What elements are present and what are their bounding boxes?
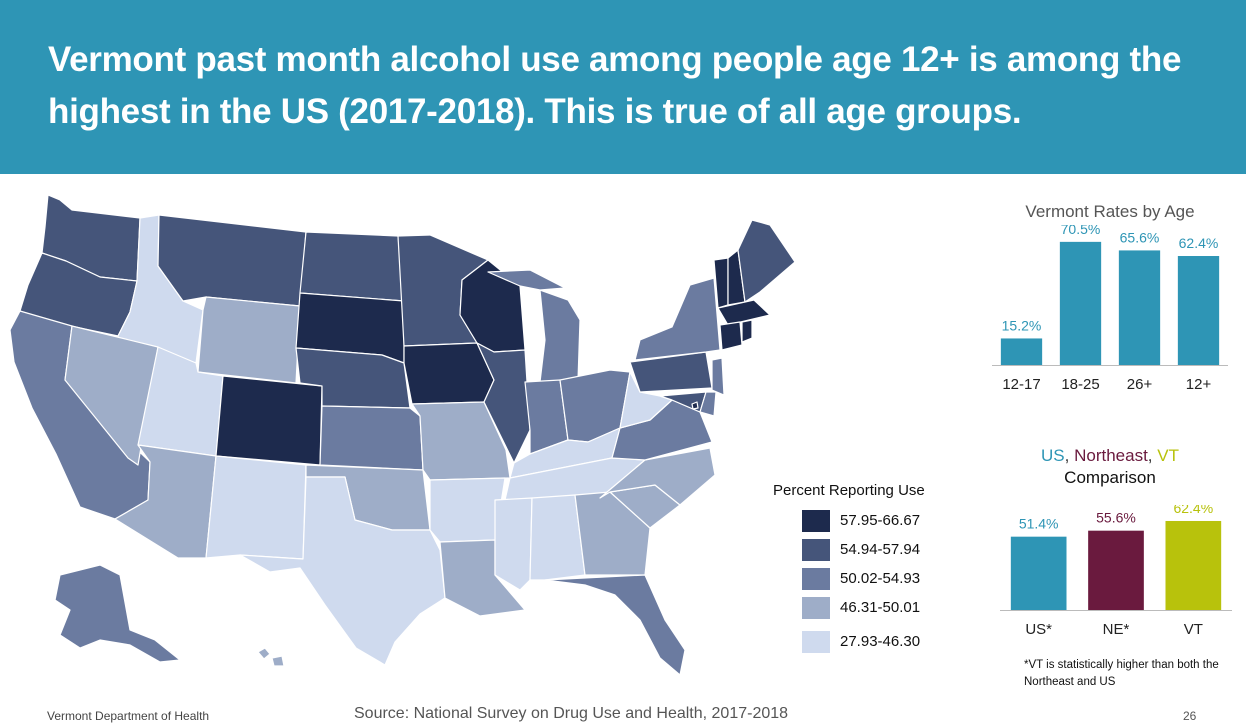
state-MS — [494, 497, 533, 591]
state-NV — [64, 325, 159, 466]
state-NY — [634, 277, 721, 361]
legend-swatch — [802, 539, 830, 561]
bar — [1010, 536, 1067, 610]
data-label: 51.4% — [1019, 516, 1059, 532]
state-GA — [574, 491, 651, 576]
state-MA — [717, 299, 771, 326]
category-label: 12+ — [1186, 376, 1212, 393]
category-label: 12-17 — [1002, 376, 1040, 393]
bar — [1000, 338, 1043, 365]
category-label: 18-25 — [1061, 376, 1099, 393]
state-DE — [699, 391, 717, 417]
category-label: NE* — [1103, 621, 1130, 638]
title-vt: VT — [1157, 446, 1179, 465]
state-MT — [157, 214, 307, 307]
legend-label: 46.31-50.01 — [840, 599, 921, 616]
footnote: *VT is statistically higher than both th… — [1024, 659, 1219, 688]
comparison-bar-chart: 51.4% US* 55.6% NE* 62.4% VT — [1000, 505, 1232, 638]
state-HI-2 — [271, 655, 285, 667]
state-MI-upper — [487, 269, 566, 291]
state-KS — [319, 405, 424, 471]
state-MI — [539, 289, 581, 383]
data-label: 62.4% — [1173, 505, 1213, 516]
age-chart-title: Vermont Rates by Age — [1025, 202, 1195, 221]
bar — [1118, 250, 1161, 365]
data-label: 15.2% — [1002, 317, 1042, 333]
state-WY — [197, 296, 301, 384]
data-label: 65.6% — [1120, 229, 1160, 245]
data-label: 70.5% — [1061, 225, 1101, 237]
legend-title: Percent Reporting Use — [773, 482, 925, 499]
state-NC — [599, 447, 716, 506]
legend-label: 27.93-46.30 — [840, 633, 921, 650]
title-line2: Comparison — [1064, 468, 1156, 487]
bar — [1177, 256, 1220, 365]
bar — [1088, 530, 1144, 610]
state-ME — [737, 219, 796, 303]
legend-swatch — [802, 568, 830, 590]
state-ND — [299, 231, 405, 302]
legend-label: 50.02-54.93 — [840, 570, 921, 587]
data-label: 55.6% — [1096, 510, 1136, 526]
state-FL — [544, 574, 686, 676]
comparison-chart-title: US, Northeast, VT Comparison — [1000, 446, 1220, 488]
legend-swatch — [802, 597, 830, 619]
state-HI — [257, 647, 271, 660]
title-us: US — [1041, 446, 1065, 465]
legend-swatch — [802, 510, 830, 532]
page-title: Vermont past month alcohol use among peo… — [48, 40, 1182, 131]
state-IA — [403, 342, 495, 405]
category-label: VT — [1184, 621, 1203, 638]
title-banner: Vermont past month alcohol use among peo… — [0, 0, 1246, 174]
state-AL — [529, 494, 586, 581]
category-label: US* — [1025, 621, 1052, 638]
state-AR — [429, 477, 506, 543]
department-label: Vermont Department of Health — [47, 709, 210, 723]
age-bar-chart: 15.2% 12-17 70.5% 18-25 65.6% 26+ 62.4% 12+ — [992, 225, 1228, 393]
legend-label: 54.94-57.94 — [840, 541, 921, 558]
map-svg — [9, 194, 796, 676]
source-label: Source: National Survey on Drug Use and … — [354, 705, 789, 722]
legend-swatch — [802, 631, 830, 653]
state-RI — [741, 319, 753, 343]
title-sep-1: , — [1064, 446, 1075, 465]
bar — [1165, 520, 1222, 610]
state-DC — [691, 401, 699, 410]
state-CO — [215, 375, 323, 466]
state-IL — [476, 342, 531, 464]
state-NM — [205, 455, 307, 560]
legend-label: 57.95-66.67 — [840, 512, 921, 529]
category-label: 26+ — [1127, 376, 1153, 393]
bar — [1059, 241, 1102, 365]
title-northeast: Northeast — [1074, 446, 1148, 465]
page-number: 26 — [1183, 709, 1197, 723]
us-choropleth-map — [0, 180, 800, 680]
state-NJ — [711, 357, 725, 396]
data-label: 62.4% — [1179, 235, 1219, 251]
state-AK — [54, 564, 181, 663]
state-TX — [239, 476, 446, 666]
state-CT — [719, 321, 743, 351]
title-sep-2: , — [1147, 446, 1158, 465]
